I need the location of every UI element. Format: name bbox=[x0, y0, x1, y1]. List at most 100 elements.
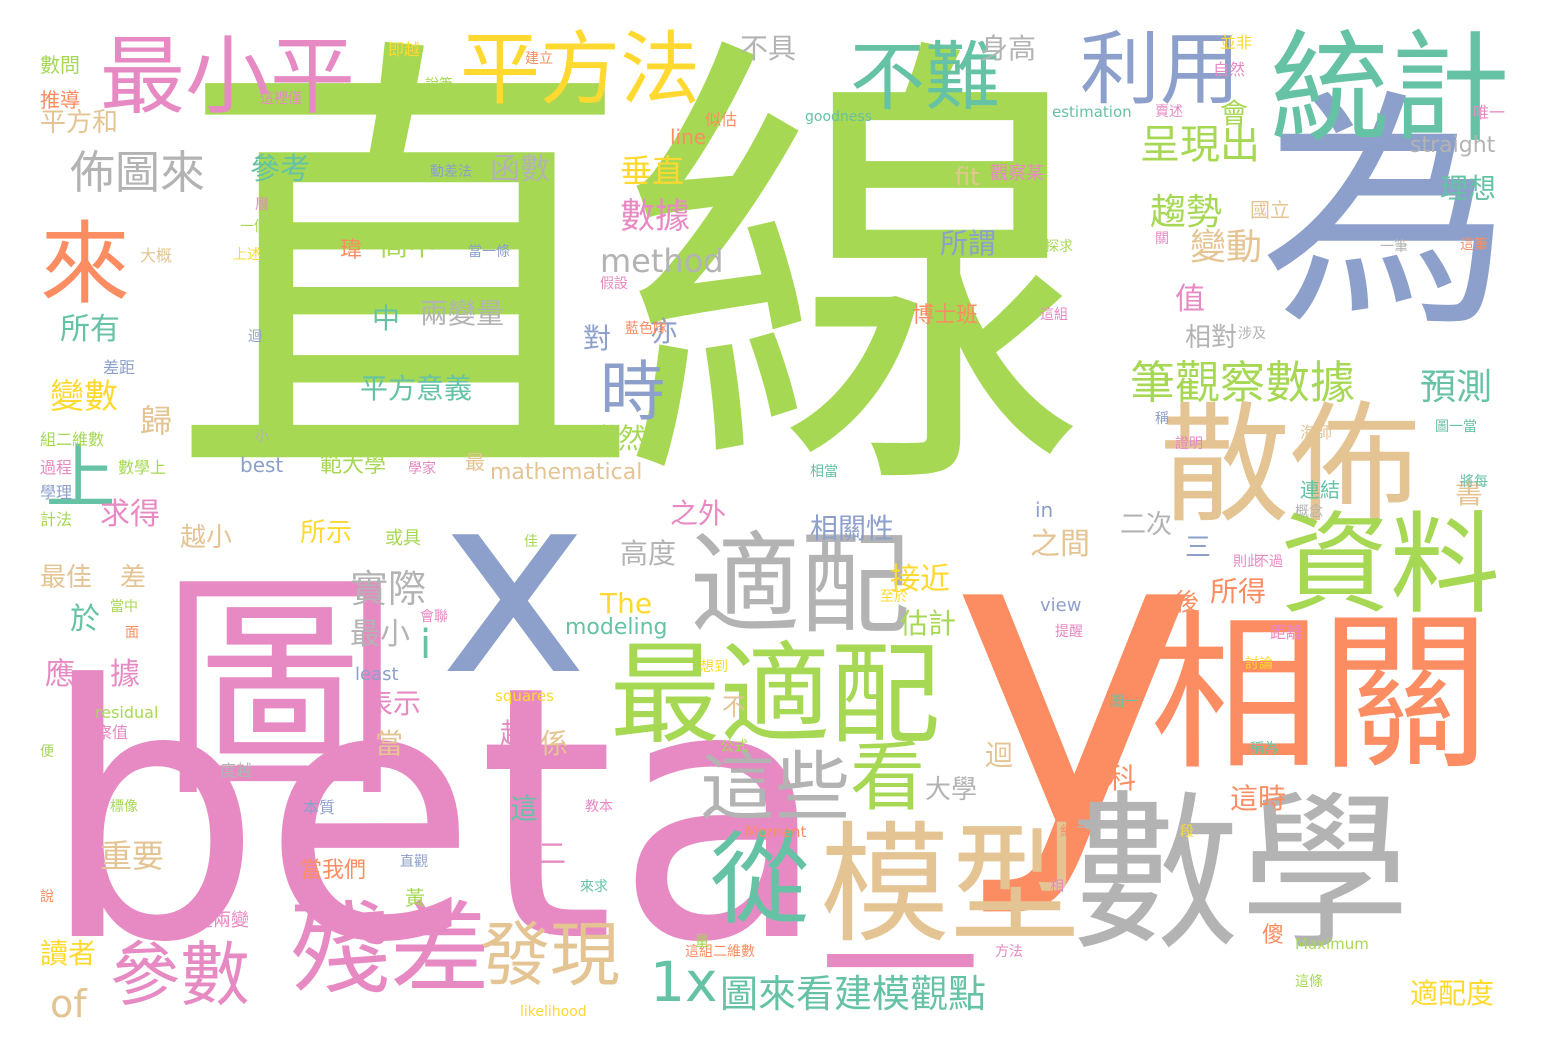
word-cloud-word: 重要 bbox=[100, 837, 165, 875]
word-cloud-word: 實際 bbox=[350, 567, 427, 611]
word-cloud-word: 公式 bbox=[720, 739, 748, 755]
word-cloud-word: 三 bbox=[1185, 533, 1212, 563]
word-cloud-word: 這條 bbox=[1295, 974, 1323, 990]
word-cloud-word: 變數 bbox=[50, 377, 118, 417]
word-cloud-word: 係 bbox=[540, 727, 569, 760]
word-cloud-word: 上述 bbox=[233, 247, 261, 263]
word-cloud-word: 所得 bbox=[1210, 575, 1267, 608]
word-cloud-word: 涉及 bbox=[1238, 326, 1266, 342]
word-cloud-word: 這時 bbox=[1230, 782, 1287, 815]
word-cloud-word: 不 bbox=[722, 693, 746, 721]
word-cloud-word: 概念 bbox=[1295, 504, 1323, 520]
word-cloud-word: 變動 bbox=[1190, 227, 1263, 268]
word-cloud-word: 統計 bbox=[1270, 20, 1510, 159]
word-cloud-word: 紅色 bbox=[1060, 824, 1088, 840]
word-cloud-word: 說 bbox=[40, 889, 54, 905]
word-cloud-word: 值 bbox=[1175, 282, 1205, 317]
word-cloud-word: modeling bbox=[565, 615, 668, 640]
word-cloud-word: 範大學 bbox=[320, 453, 387, 478]
word-cloud-word: 函數 bbox=[490, 152, 550, 187]
word-cloud-word: 學家 bbox=[408, 461, 436, 477]
word-cloud-word: straight bbox=[1410, 133, 1496, 158]
word-cloud-word: likelihood bbox=[520, 1004, 587, 1020]
word-cloud-word: 散佈 bbox=[1160, 389, 1421, 541]
word-cloud-word: 不具 bbox=[740, 32, 797, 65]
word-cloud-word: 段 bbox=[1180, 824, 1194, 840]
word-cloud-word: 提醒 bbox=[1055, 624, 1083, 640]
word-cloud-word: 稱為 bbox=[1250, 741, 1278, 757]
word-cloud-word: 連結 bbox=[1300, 478, 1340, 502]
word-cloud-word: 這 bbox=[510, 792, 539, 825]
word-cloud-word: 討論 bbox=[1245, 656, 1273, 672]
word-cloud-word: squares bbox=[495, 687, 554, 705]
word-cloud-word: 數問 bbox=[40, 53, 80, 77]
word-cloud-word: view bbox=[1040, 595, 1082, 616]
word-cloud-word: 兩變量 bbox=[420, 297, 505, 330]
word-cloud-word: 應 bbox=[45, 657, 75, 692]
word-cloud-word: 從 bbox=[710, 821, 810, 938]
word-cloud-word: 亦 bbox=[650, 315, 679, 348]
word-cloud-word: 當中 bbox=[110, 599, 138, 615]
word-cloud-word: 時 bbox=[600, 355, 666, 430]
word-cloud-word: 所有 bbox=[60, 312, 120, 347]
word-cloud-word: 據 bbox=[110, 657, 140, 692]
word-cloud-word: 筆觀察數據 bbox=[1130, 356, 1356, 409]
word-cloud-word: 一筆 bbox=[1380, 239, 1408, 255]
word-cloud-word: 對 bbox=[583, 322, 612, 355]
word-cloud-word: 來 bbox=[40, 212, 130, 317]
word-cloud-word: 所謂 bbox=[940, 227, 997, 260]
word-cloud-word: 假設 bbox=[600, 276, 628, 292]
word-cloud-word: 不過 bbox=[1255, 554, 1283, 570]
word-cloud-word: 趨勢 bbox=[1150, 192, 1223, 233]
word-cloud-word: 觀察某 bbox=[990, 163, 1044, 184]
word-cloud-word: 這筆 bbox=[1460, 237, 1488, 253]
word-cloud-word: 說筆 bbox=[425, 77, 453, 93]
word-cloud-word: Maximum bbox=[1295, 935, 1369, 953]
word-cloud-word: 圖一 bbox=[1110, 694, 1138, 710]
word-cloud-word: line bbox=[670, 125, 707, 149]
word-cloud-word: 二次 bbox=[1120, 510, 1173, 540]
word-cloud-word: 本質 bbox=[303, 798, 336, 817]
word-cloud-word: 線 bbox=[620, 1, 1090, 548]
word-cloud-word: best bbox=[240, 453, 284, 477]
word-cloud-word: 海師 bbox=[1300, 423, 1333, 442]
word-cloud-word: 為 bbox=[1260, 69, 1510, 360]
word-cloud-word: 圖來看建模觀點 bbox=[720, 972, 987, 1016]
word-cloud-word: in bbox=[1035, 498, 1054, 522]
word-cloud-word: 組二維數 bbox=[40, 430, 105, 449]
word-cloud-word: 圖一當 bbox=[1435, 419, 1477, 435]
word-cloud-word: 度越 bbox=[220, 761, 253, 780]
word-cloud-word: 這組 bbox=[1040, 307, 1068, 323]
word-cloud-word: 讀者 bbox=[40, 937, 97, 970]
word-cloud-word: 探求 bbox=[1045, 239, 1073, 255]
word-cloud-word: 瑋 bbox=[340, 238, 363, 263]
word-cloud-word: 差距 bbox=[103, 358, 136, 377]
word-cloud-word: 似估 bbox=[705, 110, 738, 129]
word-cloud-word: 距離 bbox=[1270, 623, 1303, 642]
word-cloud-word: 這組二維數 bbox=[685, 944, 755, 960]
word-cloud-word: 相關性 bbox=[810, 512, 895, 545]
word-cloud-word: 動差法 bbox=[430, 164, 472, 180]
word-cloud-word: 黃 bbox=[405, 886, 425, 910]
word-cloud-word: 適配 bbox=[690, 521, 910, 649]
word-cloud-word: 最佳 bbox=[40, 563, 93, 593]
word-cloud-word: residual bbox=[95, 703, 159, 722]
word-cloud-word: 理想 bbox=[1440, 172, 1497, 205]
word-cloud-word: 標像 bbox=[110, 799, 138, 815]
word-cloud-word: 面 bbox=[125, 625, 139, 641]
word-cloud-word: 建立 bbox=[525, 51, 553, 67]
word-cloud-word: 直 bbox=[170, 1, 640, 548]
word-cloud-word: 學理 bbox=[40, 483, 73, 502]
word-cloud-word: 想到 bbox=[700, 659, 728, 675]
word-cloud-word: 便 bbox=[40, 744, 54, 760]
word-cloud-word: i bbox=[420, 622, 432, 668]
word-cloud-word: 層 bbox=[255, 197, 269, 213]
word-cloud-word: 平方和 bbox=[40, 108, 119, 138]
word-cloud-word: 會 bbox=[1220, 97, 1249, 130]
word-cloud-word: 參數 bbox=[110, 934, 250, 1016]
word-cloud-word: 迴 bbox=[248, 329, 262, 345]
word-cloud-word: 相對 bbox=[1185, 323, 1238, 353]
word-cloud-word: fit bbox=[955, 163, 980, 191]
word-cloud-word: 越 bbox=[500, 717, 529, 750]
word-cloud-word: 量 bbox=[695, 934, 709, 950]
